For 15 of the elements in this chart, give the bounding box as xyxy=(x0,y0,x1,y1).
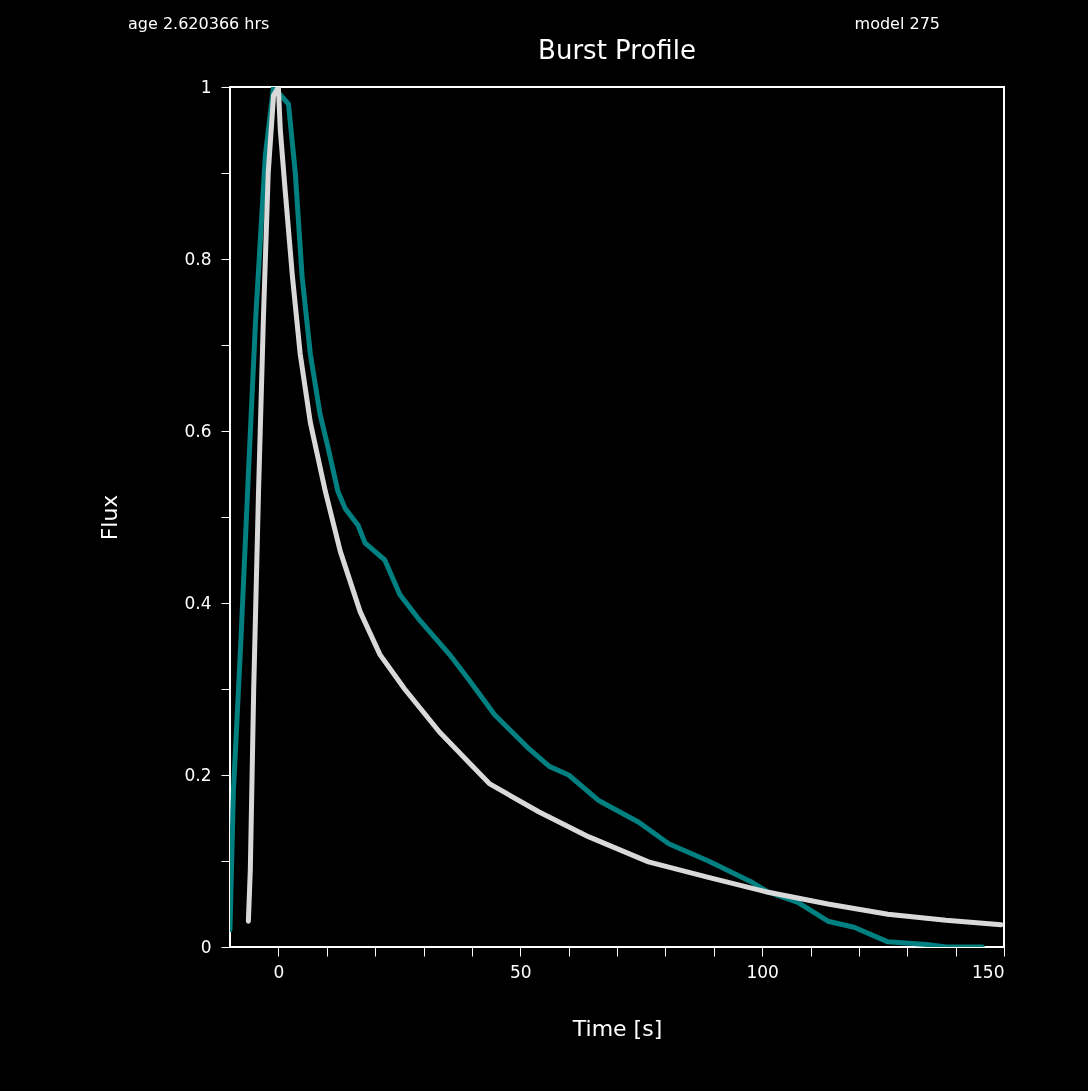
y-tick-label: 0.8 xyxy=(184,248,212,269)
text: model 275 xyxy=(854,14,940,33)
y-axis-title: Flux xyxy=(97,494,123,541)
x-tick-label: 100 xyxy=(746,961,779,982)
y-tick-label: 1 xyxy=(200,76,212,97)
x-tick-label: 50 xyxy=(509,961,532,982)
x-tick-label: 150 xyxy=(972,961,1005,982)
chart-title: Burst Profile xyxy=(538,35,696,65)
text: age 2.620366 hrs xyxy=(128,14,270,33)
x-axis-title: Time [s] xyxy=(571,1015,663,1041)
y-tick-label: 0.4 xyxy=(184,592,212,613)
y-tick-label: 0 xyxy=(200,936,212,957)
y-tick-label: 0.6 xyxy=(184,420,212,441)
y-tick-label: 0.2 xyxy=(184,764,212,785)
x-tick-label: 0 xyxy=(273,961,285,982)
